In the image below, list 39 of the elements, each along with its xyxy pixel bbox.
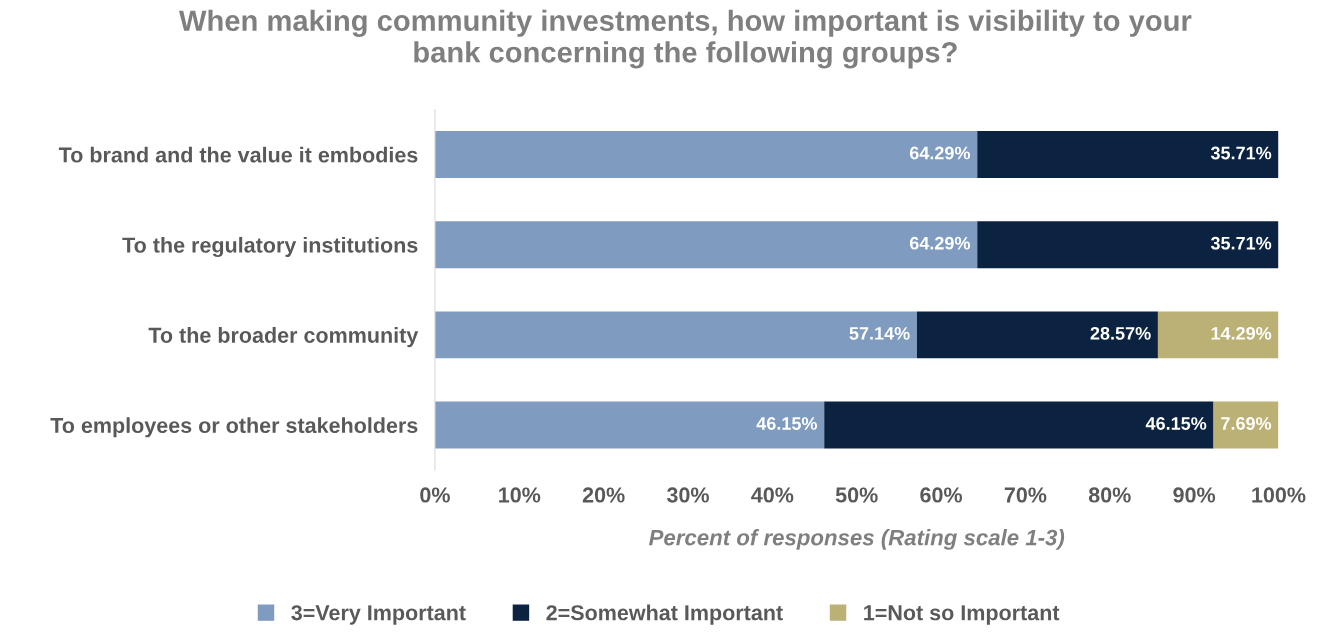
data-label: 35.71% — [1210, 146, 1272, 160]
y-tick-label: To brand and the value it embodies — [58, 146, 418, 163]
data-label: 64.29% — [909, 146, 971, 160]
bar — [916, 311, 1158, 359]
y-tick-label: To the regulatory institutions — [122, 236, 418, 258]
y-tick-label: To the broader community — [148, 327, 419, 348]
data-label: 28.57% — [1090, 326, 1151, 340]
chart-title: When making community investments, how important is visibility to your bank concerning the following groups? — [178, 9, 1192, 69]
x-tick-label: 100% — [1252, 487, 1306, 503]
x-tick-label: 20% — [582, 487, 625, 503]
x-tick-label: 90% — [1173, 487, 1216, 503]
legend-label: 1=Not so Important — [864, 605, 1060, 625]
bar — [824, 401, 1214, 449]
data-label: 35.71% — [1210, 236, 1272, 250]
x-tick-label: 40% — [751, 487, 794, 503]
bar — [1157, 311, 1279, 359]
x-tick-label: 50% — [835, 487, 878, 503]
bar — [434, 131, 978, 178]
x-tick-label: 10% — [499, 487, 541, 503]
bar — [977, 131, 1279, 178]
data-label: 57.14% — [849, 326, 910, 340]
legend-label: 3=Very Important — [291, 605, 466, 625]
bar — [434, 221, 978, 269]
data-label: 7.69% — [1221, 417, 1272, 430]
y-tick-label: To employees or other stakeholders — [50, 417, 418, 438]
data-label: 46.15% — [1145, 417, 1207, 430]
bar — [434, 311, 917, 359]
x-tick-label: 80% — [1088, 487, 1131, 503]
x-tick-label: 70% — [1004, 487, 1047, 503]
legend-label: 2=Somewhat Important — [546, 604, 783, 625]
x-tick-label: 0% — [420, 487, 450, 503]
data-label: 64.29% — [909, 236, 971, 250]
x-axis-title: Percent of responses (Rating scale 1-3) — [649, 529, 1065, 550]
x-tick-label: 30% — [666, 487, 709, 503]
data-label: 14.29% — [1211, 326, 1272, 340]
x-tick-label: 60% — [920, 487, 963, 503]
bar — [434, 401, 825, 449]
bar — [977, 221, 1279, 269]
data-label: 46.15% — [756, 417, 817, 430]
